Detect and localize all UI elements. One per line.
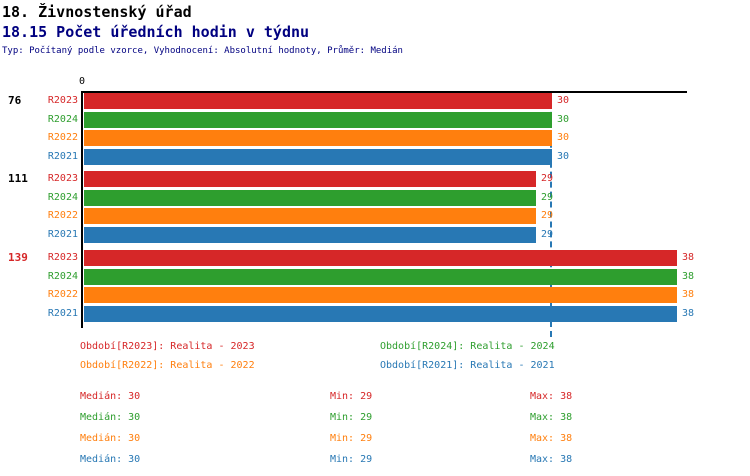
bar-value-label: 29 <box>541 228 554 240</box>
group-label: 76 <box>8 94 22 107</box>
bar-r2023-group1 <box>84 93 552 109</box>
bar-r2021-group1 <box>84 148 552 165</box>
max-value: Max: 38 <box>530 433 573 444</box>
group-label: 111 <box>8 172 28 185</box>
min-value: Min: 29 <box>330 454 373 465</box>
min-value: Min: 29 <box>330 433 373 444</box>
max-value: Max: 38 <box>530 391 573 402</box>
bar-value-label: 30 <box>557 150 570 162</box>
bar-value-label: 30 <box>557 132 570 143</box>
bar-r2021-group3 <box>84 305 677 322</box>
bar-value-label: 29 <box>541 210 554 221</box>
bar-r2024-group3 <box>84 268 677 285</box>
stats-summary: Medián: 30 Min: 29 Max: 38 Medián: 30 Min: 2… <box>80 390 700 474</box>
series-tick-label: R2022 <box>47 289 78 300</box>
bar-r2024-group1 <box>84 111 552 128</box>
stats-row-r2021: Medián: 30 Min: 29 Max: 38 <box>80 453 700 474</box>
bar-value-label: 30 <box>557 95 570 106</box>
median-value: Medián: 30 <box>80 454 141 465</box>
median-value: Medián: 30 <box>80 391 141 402</box>
legend-item-r2022: Období[R2022]: Realita - 2022 <box>80 360 255 371</box>
bar-value-label: 38 <box>682 270 695 282</box>
x-axis-origin-label: 0 <box>78 76 86 87</box>
max-value: Max: 38 <box>530 454 573 465</box>
series-tick-label: R2023 <box>47 173 78 184</box>
series-tick-label: R2022 <box>47 210 78 221</box>
max-value: Max: 38 <box>530 412 573 423</box>
legend-item-r2024: Období[R2024]: Realita - 2024 <box>380 341 555 352</box>
bar-value-label: 38 <box>682 289 695 300</box>
bar-value-label: 38 <box>682 307 695 319</box>
stats-row-r2022: Medián: 30 Min: 29 Max: 38 <box>80 432 700 453</box>
bar-value-label: 29 <box>541 173 554 184</box>
series-tick-label: R2023 <box>47 252 78 263</box>
median-value: Medián: 30 <box>80 412 141 423</box>
page-subtitle: 18.15 Počet úředních hodin v týdnu <box>2 23 310 41</box>
median-reference-line <box>550 92 552 337</box>
series-tick-label: R2022 <box>47 132 78 143</box>
legend-item-r2021: Období[R2021]: Realita - 2021 <box>380 360 555 371</box>
y-axis-line <box>81 91 83 328</box>
series-tick-label: R2023 <box>47 95 78 106</box>
series-tick-label: R2021 <box>47 228 78 240</box>
bar-r2023-group2 <box>84 171 536 187</box>
bar-value-label: 38 <box>682 252 695 263</box>
series-tick-label: R2024 <box>47 270 78 282</box>
bar-r2023-group3 <box>84 250 677 266</box>
x-axis-line <box>81 91 687 93</box>
stats-row-r2023: Medián: 30 Min: 29 Max: 38 <box>80 390 700 411</box>
chart-meta-info: Typ: Počítaný podle vzorce, Vyhodnocení:… <box>2 46 403 56</box>
median-value: Medián: 30 <box>80 433 141 444</box>
bar-r2021-group2 <box>84 226 536 243</box>
series-tick-label: R2021 <box>47 307 78 319</box>
stats-row-r2024: Medián: 30 Min: 29 Max: 38 <box>80 411 700 432</box>
series-tick-label: R2021 <box>47 150 78 162</box>
bar-r2022-group3 <box>84 287 677 303</box>
bar-r2022-group2 <box>84 208 536 224</box>
series-tick-label: R2024 <box>47 191 78 203</box>
bar-value-label: 30 <box>557 113 570 125</box>
series-tick-label: R2024 <box>47 113 78 125</box>
min-value: Min: 29 <box>330 412 373 423</box>
legend: Období[R2023]: Realita - 2023 Období[R202… <box>80 340 700 373</box>
bar-r2024-group2 <box>84 189 536 206</box>
bar-r2022-group1 <box>84 130 552 146</box>
bar-value-label: 29 <box>541 191 554 203</box>
page-title: 18. Živnostenský úřad <box>2 3 192 21</box>
group-label: 139 <box>8 251 28 264</box>
legend-item-r2023: Období[R2023]: Realita - 2023 <box>80 341 255 352</box>
min-value: Min: 29 <box>330 391 373 402</box>
